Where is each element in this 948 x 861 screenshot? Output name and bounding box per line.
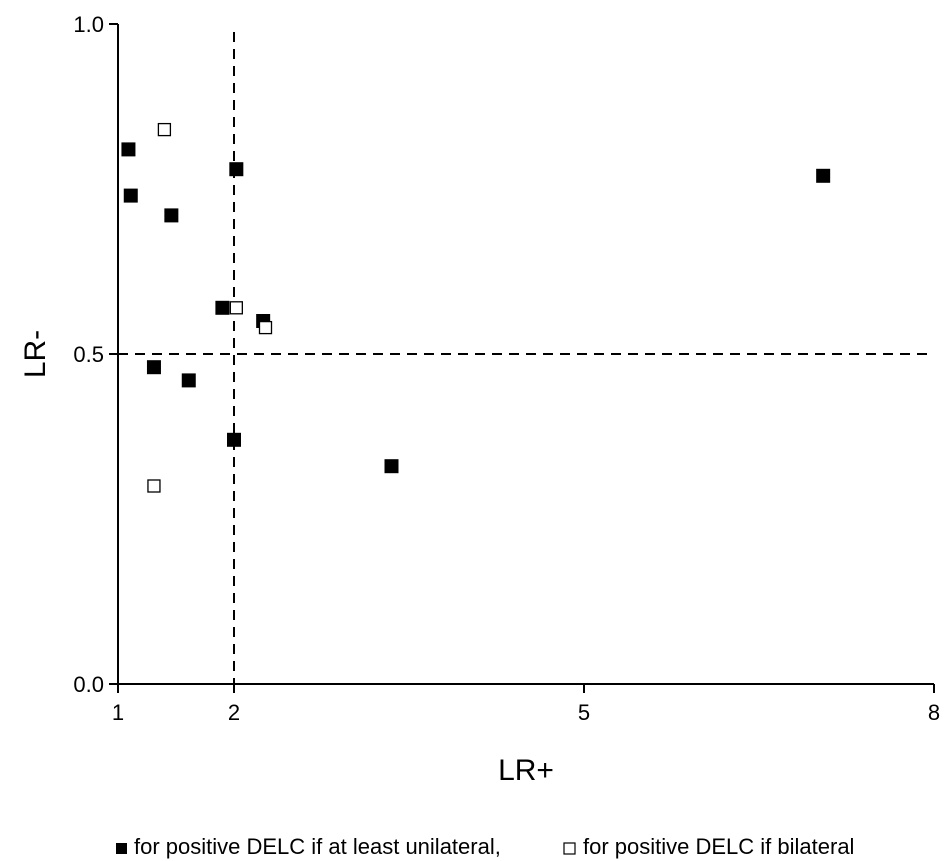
y-tick-label: 0.5 [73,342,104,367]
data-points [121,122,831,493]
open-square-point [258,320,273,335]
open-square-point [157,122,172,137]
filled-square-point [146,360,161,375]
tick-labels: 1 2 5 8 0.0 0.5 1.0 [73,12,940,725]
filled-square-point [816,168,831,183]
x-tick-label: 5 [578,700,590,725]
open-square-point [229,301,243,315]
legend-label-unilateral: for positive DELC if at least unilateral… [134,834,501,859]
y-tick-label: 1.0 [73,12,104,37]
legend: for positive DELC if at least unilateral… [116,834,854,859]
filled-square-point [384,459,399,474]
y-axis-label: LR- [19,330,52,378]
tick-marks [109,23,935,693]
filled-square-point [181,373,196,388]
legend-label-bilateral: for positive DELC if bilateral [583,834,854,859]
x-tick-label: 8 [928,700,940,725]
filled-square-point [123,188,138,203]
filled-square-point [215,300,230,315]
y-tick-label: 0.0 [73,672,104,697]
filled-square-point [121,142,136,157]
filled-square-point [229,162,244,177]
x-tick-label: 1 [112,700,124,725]
open-square-point [147,479,161,493]
legend-open-square-icon [563,842,576,855]
x-tick-label: 2 [228,700,240,725]
filled-square-point [227,432,241,447]
x-axis-label: LR+ [498,754,554,787]
legend-filled-square-icon [116,843,127,854]
filled-square-point [164,208,179,223]
reference-lines [118,32,934,684]
